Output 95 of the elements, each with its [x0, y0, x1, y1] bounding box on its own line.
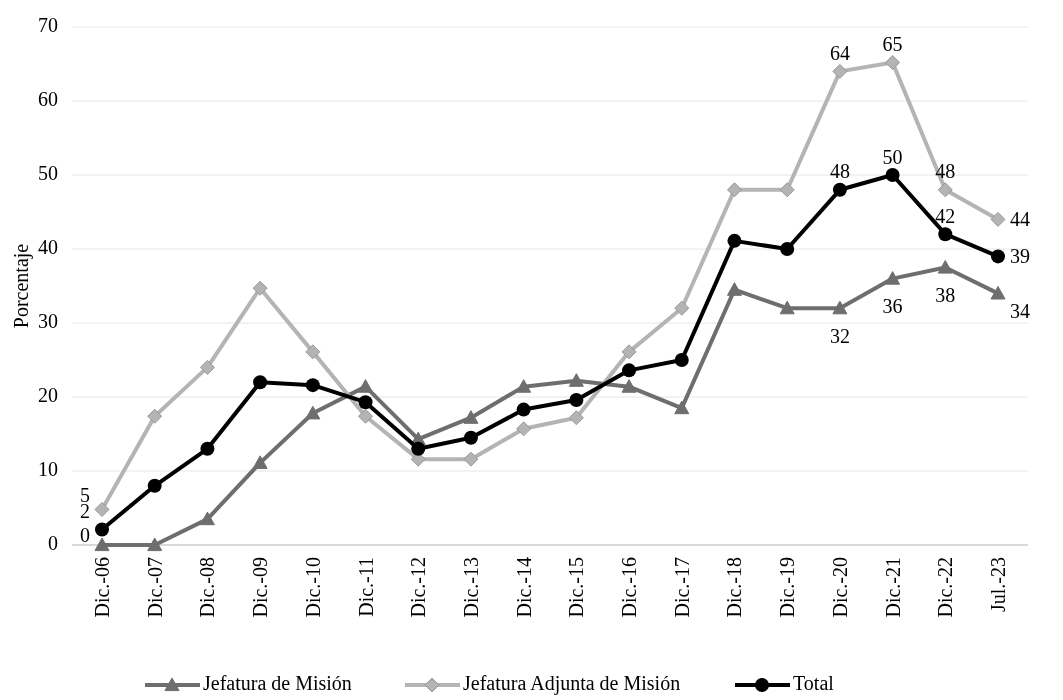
x-tick-label: Dic.-18 [723, 557, 746, 618]
data-label: 36 [882, 295, 903, 318]
point [622, 363, 637, 378]
point [252, 280, 268, 296]
x-tick-label: Dic.-08 [196, 557, 219, 618]
legend-label: Jefatura de Misión [203, 671, 352, 694]
point [305, 344, 321, 360]
point [674, 400, 690, 415]
y-tick-label: 0 [48, 531, 58, 554]
data-label: 34 [1010, 299, 1030, 322]
point [885, 271, 901, 285]
point [516, 421, 532, 437]
y-tick-label: 30 [38, 309, 58, 332]
point [674, 353, 689, 367]
y-tick-label: 40 [38, 235, 58, 258]
point [832, 300, 848, 315]
x-tick-label: Dic.-13 [459, 557, 482, 618]
x-tick-label: Dic.-06 [91, 557, 113, 618]
point [674, 300, 690, 316]
data-label: 32 [829, 324, 850, 347]
x-tick-label: Dic.-20 [828, 557, 851, 618]
point [779, 182, 795, 198]
point [990, 211, 1006, 227]
point [147, 478, 162, 493]
point [200, 441, 215, 456]
point [358, 379, 374, 393]
point [569, 392, 584, 407]
point [253, 375, 268, 390]
point [727, 233, 742, 248]
x-tick-label: Dic.-16 [618, 557, 641, 618]
point [516, 402, 531, 417]
legend-label: Total [793, 671, 835, 694]
point [94, 537, 110, 552]
x-tick-label: Dic.-12 [407, 557, 430, 618]
x-tick-label: Dic.-22 [934, 557, 957, 618]
y-axis-title: Porcentaje [10, 243, 33, 329]
data-label: 65 [882, 33, 903, 56]
point [199, 359, 215, 375]
legend-label: Jefatura Adjunta de Misión [463, 671, 681, 695]
y-tick-label: 10 [38, 457, 58, 480]
data-label: 50 [882, 145, 903, 168]
point [832, 63, 848, 79]
point [463, 451, 479, 467]
point [937, 182, 953, 198]
x-tick-label: Dic.-14 [512, 557, 535, 618]
point [199, 511, 215, 526]
point [885, 55, 901, 71]
point [411, 441, 426, 456]
y-tick-label: 60 [38, 87, 58, 110]
point [780, 242, 795, 256]
point [937, 260, 953, 274]
point [991, 249, 1005, 264]
point [516, 379, 532, 393]
point [621, 344, 637, 360]
data-label: 0 [80, 523, 90, 546]
point [305, 405, 321, 420]
data-label: 39 [1010, 244, 1030, 267]
y-tick-label: 70 [38, 13, 58, 36]
point [358, 395, 373, 410]
point [94, 501, 110, 517]
x-tick-label: Dic.-11 [354, 557, 377, 617]
point [147, 408, 163, 424]
data-label: 48 [829, 160, 850, 183]
point [463, 410, 479, 424]
x-tick-label: Dic.-21 [881, 557, 904, 618]
point [568, 410, 584, 426]
data-label: 42 [935, 204, 956, 227]
data-label: 48 [935, 160, 956, 183]
point [621, 379, 637, 393]
point [779, 300, 795, 315]
point [726, 282, 742, 296]
x-tick-label: Dic.-10 [301, 557, 324, 618]
y-tick-label: 20 [38, 383, 58, 406]
data-label: 44 [1010, 207, 1030, 230]
x-tick-label: Jul.-23 [987, 557, 1009, 612]
point [358, 408, 374, 424]
point [95, 522, 109, 537]
point [568, 373, 584, 387]
point [252, 455, 268, 469]
point [832, 182, 847, 197]
point [726, 182, 742, 198]
point [990, 285, 1006, 300]
point [305, 378, 320, 393]
point [463, 430, 478, 445]
x-tick-label: Dic.-17 [670, 557, 693, 618]
x-tick-label: Dic.-15 [565, 557, 588, 618]
point [147, 537, 163, 552]
data-label: 64 [829, 41, 850, 64]
y-tick-label: 50 [38, 161, 58, 184]
x-tick-label: Dic.-09 [249, 557, 272, 618]
x-tick-label: Dic.-19 [776, 557, 799, 618]
x-tick-label: Dic.-07 [143, 557, 166, 618]
data-label: 38 [935, 284, 956, 307]
point [938, 227, 953, 242]
point [885, 168, 900, 182]
